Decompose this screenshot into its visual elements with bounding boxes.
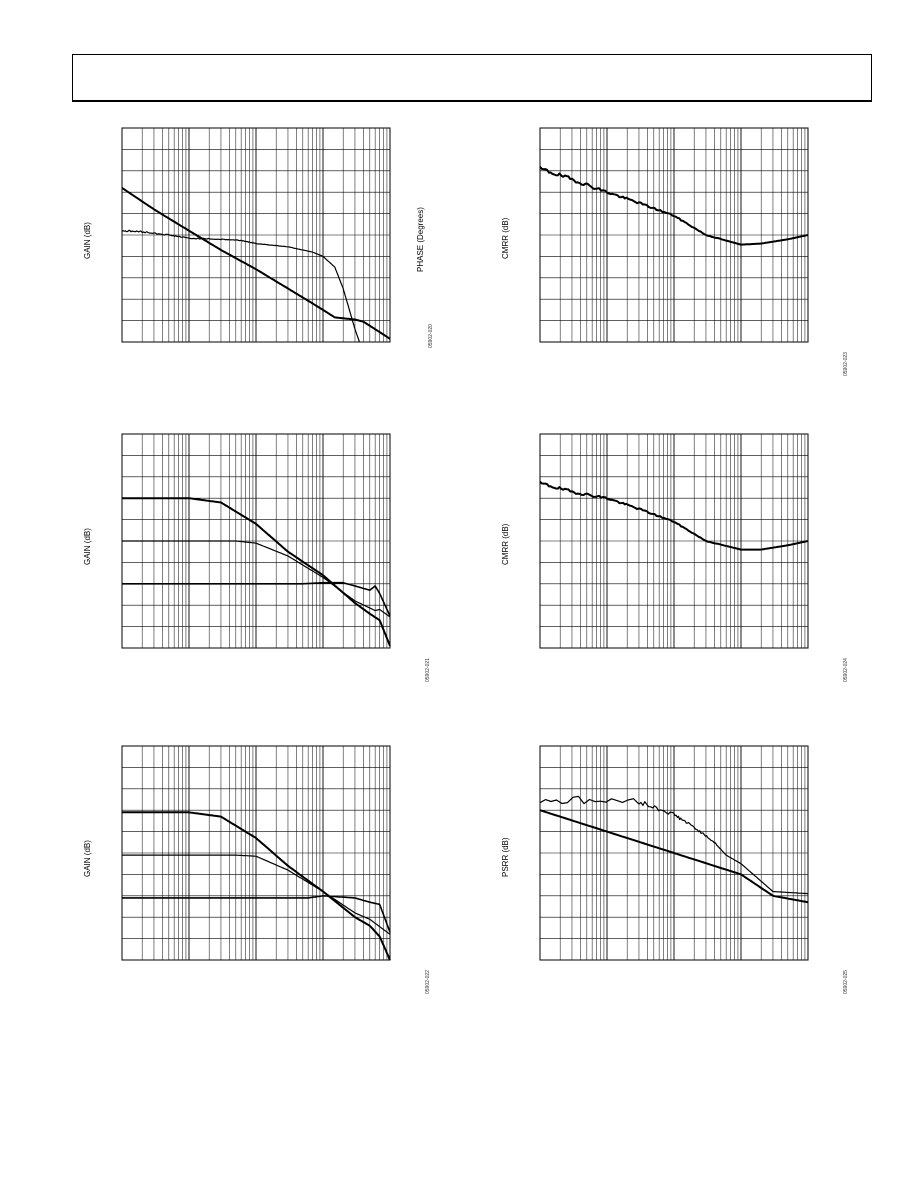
y-axis-label: PSRR (dB) [501,837,510,877]
series-line [539,480,809,551]
chart-plot [539,433,809,649]
series-line [122,497,391,647]
y-axis-label: GAIN (dB) [83,840,92,877]
page-header-box [72,54,872,102]
figure-code: 05902-023 [843,352,849,376]
series-line [122,895,391,933]
figure-code: 05902-022 [425,970,431,994]
y-axis-label: GAIN (dB) [83,528,92,565]
chart-plot [121,745,391,961]
chart-plot [539,127,809,343]
chart-gain-phase: GAIN (dB) PHASE (Degrees) 05902-020 [80,120,434,420]
figure-code: 05902-021 [425,658,431,682]
series-line [121,229,361,343]
y2-axis-label: PHASE (Degrees) [416,207,425,272]
chart-gain-3: GAIN (dB) 05902-022 [80,738,431,1038]
chart-cmrr-2: CMRR (dB) 05902-024 [498,426,849,726]
y-axis-label: GAIN (dB) [83,222,92,259]
figure-code: 05902-024 [843,658,849,682]
figure-code: 05902-025 [843,970,849,994]
chart-plot [121,127,391,343]
chart-gain-2: GAIN (dB) 05902-021 [80,426,431,726]
series-line [539,166,809,246]
series-line [121,187,391,340]
series-line [539,795,809,895]
series-line [122,540,391,618]
chart-psrr: PSRR (dB) 05902-025 [498,738,849,1038]
series-line [122,854,391,935]
y-axis-label: CMRR (dB) [501,217,510,259]
chart-plot [539,745,809,961]
series-line [122,811,391,961]
chart-cmrr-1: CMRR (dB) 05902-023 [498,120,849,420]
series-line [122,581,391,617]
series-line [539,809,809,904]
chart-plot [121,433,391,649]
y-axis-label: CMRR (dB) [501,523,510,565]
figure-code: 05902-020 [428,324,434,348]
